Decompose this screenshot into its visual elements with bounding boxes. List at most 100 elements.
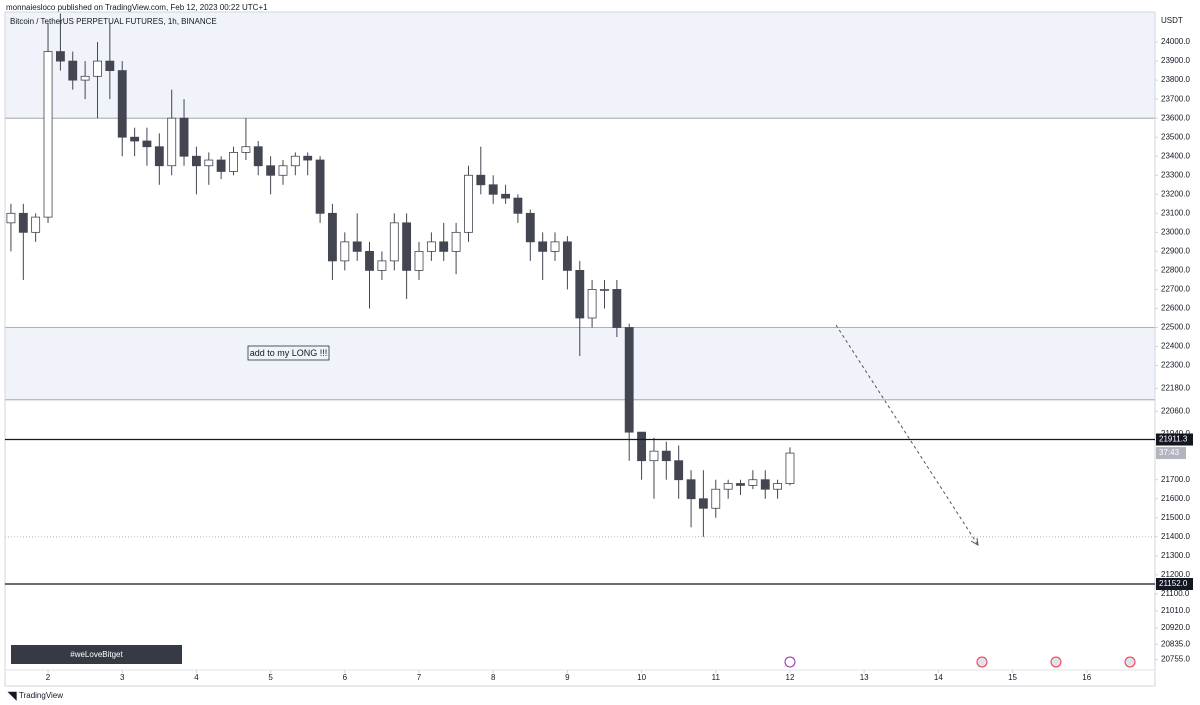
x-tick-label: 6 <box>343 673 348 682</box>
candle-body <box>204 159 214 167</box>
y-tick-label: 22500.0 <box>1161 323 1190 332</box>
y-tick-label: 21400.0 <box>1161 532 1190 541</box>
candle-body <box>612 289 622 328</box>
x-tick-label: 12 <box>786 673 795 682</box>
x-tick-label: 3 <box>120 673 125 682</box>
candle-body <box>303 155 313 161</box>
candle-body <box>389 222 399 262</box>
candle-body <box>278 165 288 176</box>
candle-body <box>31 216 41 233</box>
candle-body <box>352 241 362 252</box>
banner-text: #weLoveBitget <box>70 650 123 659</box>
candle-body <box>525 212 535 243</box>
candle-body <box>661 450 671 462</box>
candle-body <box>464 174 473 233</box>
y-tick-label: 22700.0 <box>1161 285 1190 294</box>
candle-body <box>43 51 53 218</box>
y-tick-label: 23700.0 <box>1161 94 1190 103</box>
candle-body <box>229 152 238 172</box>
candle-body <box>773 483 783 490</box>
price-level-tag <box>1156 433 1193 446</box>
countdown-tag <box>1156 447 1186 460</box>
y-tick-label: 23100.0 <box>1161 208 1190 217</box>
y-tick-label: 23800.0 <box>1161 75 1190 84</box>
event-icon <box>784 656 796 668</box>
candle-body <box>451 231 461 252</box>
footer: TradingView <box>19 691 63 700</box>
candle-body <box>476 174 486 186</box>
candle-body <box>600 289 609 291</box>
candle-body <box>723 483 733 490</box>
y-tick-label: 23000.0 <box>1161 227 1190 236</box>
candle-body <box>167 117 177 167</box>
candle-body <box>488 184 498 195</box>
x-tick-label: 9 <box>565 673 570 682</box>
candle-body <box>674 460 684 481</box>
candle-body <box>538 241 548 252</box>
y-tick-label: 21100.0 <box>1161 589 1190 598</box>
candle-body <box>402 222 412 271</box>
y-tick-label: 23900.0 <box>1161 56 1190 65</box>
y-tick-label: 20920.0 <box>1161 623 1190 632</box>
x-tick-label: 2 <box>46 673 51 682</box>
x-tick-label: 11 <box>712 673 721 682</box>
y-tick-label: 22060.0 <box>1161 406 1190 415</box>
header: monnaiesloco published on TradingView.co… <box>6 3 268 12</box>
y-tick-label: 21200.0 <box>1161 570 1190 579</box>
x-tick-label: 13 <box>860 673 869 682</box>
price-level-label: 21911.3 <box>1159 435 1188 444</box>
candle-body <box>513 197 523 214</box>
plot-area <box>5 11 1155 538</box>
candle-body <box>414 250 424 271</box>
x-tick-label: 7 <box>417 673 422 682</box>
y-tick-label: 21010.0 <box>1161 606 1190 615</box>
candle-body <box>191 155 201 167</box>
candle-body <box>130 136 140 142</box>
candle-body <box>55 51 65 62</box>
candle-body <box>340 241 350 262</box>
event-icons <box>784 656 1136 668</box>
zone <box>5 12 1155 119</box>
annotation-box <box>247 345 330 361</box>
candle-body <box>290 155 300 167</box>
candle-body <box>93 60 102 77</box>
price-level-tag <box>1156 577 1193 590</box>
candle-body <box>68 60 78 81</box>
x-tick-label: 5 <box>268 673 273 682</box>
y-tick-label: 21300.0 <box>1161 551 1190 560</box>
candle-body <box>241 146 251 153</box>
candle-body <box>18 212 28 233</box>
candle-body <box>179 117 189 157</box>
x-tick-label: 10 <box>637 673 646 682</box>
y-tick-label: 22900.0 <box>1161 246 1190 255</box>
candle-body <box>365 250 374 271</box>
y-tick-label: 20835.0 <box>1161 639 1190 648</box>
candle-body <box>649 450 659 462</box>
y-tick-label: 21600.0 <box>1161 494 1190 503</box>
y-axis-label: USDT <box>1161 16 1183 25</box>
event-icon <box>1124 656 1136 668</box>
logo: ◥ <box>7 690 17 702</box>
x-tick-label: 4 <box>194 673 199 682</box>
candle-body <box>698 498 708 509</box>
x-tick-label: 14 <box>934 673 943 682</box>
candle-body <box>785 452 795 484</box>
y-tick-label: 22600.0 <box>1161 304 1190 313</box>
candle-body <box>736 483 745 486</box>
candle-body <box>327 212 337 262</box>
candle-body <box>154 146 164 167</box>
x-tick-label: 16 <box>1082 673 1091 682</box>
candle-body <box>501 193 511 199</box>
arrow <box>835 324 979 546</box>
candle-body <box>426 241 436 252</box>
candle-body <box>117 70 127 138</box>
y-tick-label: 23500.0 <box>1161 132 1190 141</box>
candle-body <box>760 479 770 490</box>
y-tick-label: 23400.0 <box>1161 151 1190 160</box>
candle-body <box>439 241 449 252</box>
candle-body <box>105 60 115 72</box>
candle-body <box>587 289 597 319</box>
arrow-head <box>970 537 979 546</box>
y-tick-label: 20755.0 <box>1161 655 1190 664</box>
y-tick-label: 22400.0 <box>1161 342 1190 351</box>
